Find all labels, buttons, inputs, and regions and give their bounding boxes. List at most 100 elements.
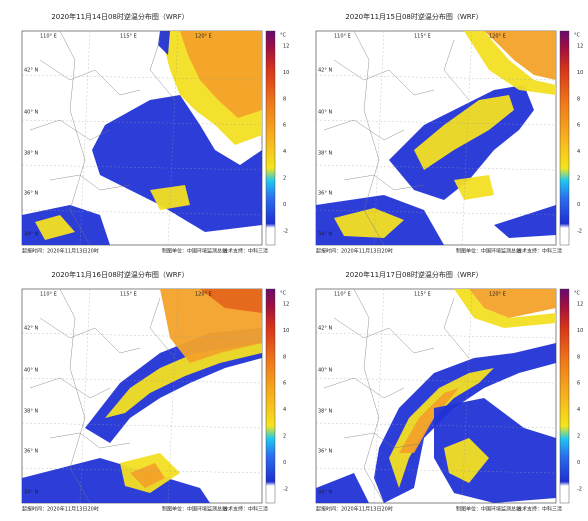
longitude-label: 120° E (489, 292, 506, 298)
grid-line (21, 119, 263, 126)
grid-line (21, 74, 263, 81)
colorbar (265, 30, 276, 246)
grid-line (315, 119, 557, 126)
inversion-area (150, 185, 190, 210)
boundary-line (443, 39, 470, 101)
inversion-area (444, 438, 489, 483)
latitude-label: 34° N (24, 490, 38, 496)
panel-title: 2020年11月16日08时逆温分布图（WRF） (51, 270, 188, 279)
grid-line (315, 74, 557, 81)
longitude-label: 115° E (414, 292, 431, 298)
footer-issue-time: 起报时间：2020年11月13日20时 (22, 506, 99, 513)
colorbar-tick-label: 2 (283, 176, 286, 182)
boundary-line (353, 30, 385, 246)
colorbar-unit: °C (574, 291, 581, 297)
inversion-area (484, 31, 556, 80)
boundary-line (59, 288, 91, 504)
colorbar (265, 288, 276, 504)
latitude-label: 40° N (318, 368, 332, 374)
boundary-line (149, 297, 176, 359)
latitude-label: 36° N (318, 191, 332, 197)
latitude-label: 42° N (318, 68, 332, 74)
boundary-line (59, 30, 91, 246)
inversion-area (200, 289, 262, 313)
colorbar-tick-label: 6 (577, 123, 580, 129)
boundary-line (323, 377, 405, 399)
colorbar-tick-label: 6 (577, 381, 580, 387)
colorbar-tick-label: 8 (577, 96, 580, 102)
boundary-line (443, 297, 470, 359)
longitude-label: 110° E (40, 34, 57, 40)
colorbar-tick-label: 2 (577, 176, 580, 182)
grid-line (315, 422, 557, 429)
colorbar-unit: °C (280, 291, 287, 297)
colorbar-tick-label: -2 (577, 228, 582, 234)
colorbar-tick-label: 10 (577, 70, 583, 76)
panel-title: 2020年11月15日08时逆温分布图（WRF） (345, 12, 482, 21)
colorbar-tick-label: 6 (283, 381, 286, 387)
footer-support: 技术支持：中科三清 (223, 506, 268, 513)
map-panel: 2020年11月14日08时逆温分布图（WRF）110° E 115° E 120°… (21, 12, 289, 255)
boundary-line (323, 119, 405, 141)
grid-line (21, 209, 263, 216)
latitude-label: 36° N (318, 449, 332, 455)
inversion-area (35, 215, 75, 240)
latitude-label: 42° N (318, 326, 332, 332)
boundary-line (343, 432, 425, 449)
boundary-line (149, 39, 176, 101)
inversion-area (389, 368, 494, 488)
inversion-area (158, 31, 170, 55)
inversion-area (22, 458, 210, 503)
boundary-line (49, 174, 131, 191)
colorbar-tick-label: 12 (283, 302, 289, 308)
longitude-label: 110° E (334, 292, 351, 298)
inversion-area (399, 388, 459, 453)
inversion-area (454, 175, 494, 200)
boundary-line (333, 317, 435, 354)
colorbar-unit: °C (574, 33, 581, 39)
colorbar-tick-label: 6 (283, 123, 286, 129)
boundary-line (39, 59, 141, 96)
colorbar-tick-label: 8 (283, 96, 286, 102)
colorbar-tick-label: 10 (283, 70, 289, 76)
map-panel: 2020年11月17日08时逆温分布图（WRF）110° E 115° E 120°… (315, 270, 583, 513)
colorbar-tick-label: -2 (283, 228, 288, 234)
grid-line (315, 164, 557, 171)
longitude-label: 120° E (489, 34, 506, 40)
colorbar-tick-label: 12 (577, 44, 583, 50)
inversion-area (92, 95, 262, 232)
colorbar-tick-label: -2 (283, 486, 288, 492)
colorbar-tick-label: 10 (577, 328, 583, 334)
boundary-line (333, 59, 435, 96)
footer-unit: 制图单位：中国环境监测总站 (456, 506, 521, 513)
colorbar-tick-label: 4 (577, 407, 580, 413)
inversion-area (469, 289, 556, 318)
boundary-line (39, 317, 141, 354)
inversion-area (414, 95, 514, 170)
colorbar-tick-label: 0 (577, 460, 580, 466)
latitude-label: 38° N (24, 409, 38, 415)
latitude-label: 36° N (24, 191, 38, 197)
grid-line (21, 422, 263, 429)
footer-issue-time: 起报时间：2020年11月13日20时 (316, 506, 393, 513)
longitude-label: 115° E (414, 34, 431, 40)
colorbar-tick-label: 0 (283, 460, 286, 466)
panel-title: 2020年11月14日08时逆温分布图（WRF） (51, 12, 188, 21)
colorbar (559, 30, 570, 246)
boundary-line (49, 432, 131, 449)
colorbar-tick-label: 12 (577, 302, 583, 308)
footer-support: 技术支持：中科三清 (517, 506, 562, 513)
colorbar-tick-label: 0 (577, 202, 580, 208)
inversion-area (130, 463, 165, 488)
latitude-label: 36° N (24, 449, 38, 455)
boundary-line (343, 174, 425, 191)
boundary-line (29, 377, 111, 399)
grid-line (315, 467, 557, 474)
footer-support: 技术支持：中科三清 (223, 248, 268, 255)
latitude-label: 40° N (24, 110, 38, 116)
colorbar-tick-label: 8 (283, 354, 286, 360)
latitude-label: 42° N (24, 326, 38, 332)
colorbar-tick-label: 4 (283, 149, 286, 155)
inversion-area (316, 473, 369, 503)
